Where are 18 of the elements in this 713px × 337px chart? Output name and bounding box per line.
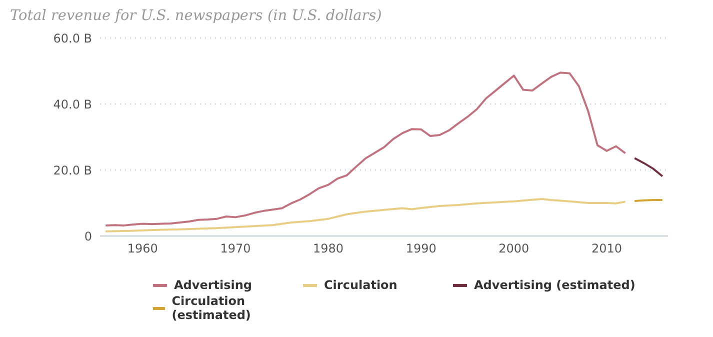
- line-series: [634, 157, 664, 178]
- legend-label: Advertising (estimated): [474, 278, 636, 292]
- legend-label: Advertising: [174, 278, 252, 292]
- x-tick-label: 1990: [406, 242, 436, 256]
- y-tick-label: 20.0 B: [53, 163, 92, 178]
- line-series: [104, 72, 626, 226]
- x-tick-label: 1970: [220, 242, 251, 256]
- x-tick-label: 1980: [313, 242, 344, 256]
- x-tick-label: 2000: [498, 242, 530, 256]
- line-series: [104, 198, 626, 232]
- chart-title: Total revenue for U.S. newspapers (in U.S. dollars): [10, 8, 383, 24]
- y-tick-label: 40.0 B: [53, 97, 92, 112]
- x-tick-label: 2010: [591, 242, 622, 256]
- legend-label: Circulation (estimated): [172, 294, 252, 322]
- legend-label: Circulation: [324, 278, 398, 292]
- y-tick-label: 0: [84, 229, 92, 244]
- x-tick-label: 1960: [127, 242, 158, 256]
- y-tick-label: 60.0 B: [53, 31, 92, 46]
